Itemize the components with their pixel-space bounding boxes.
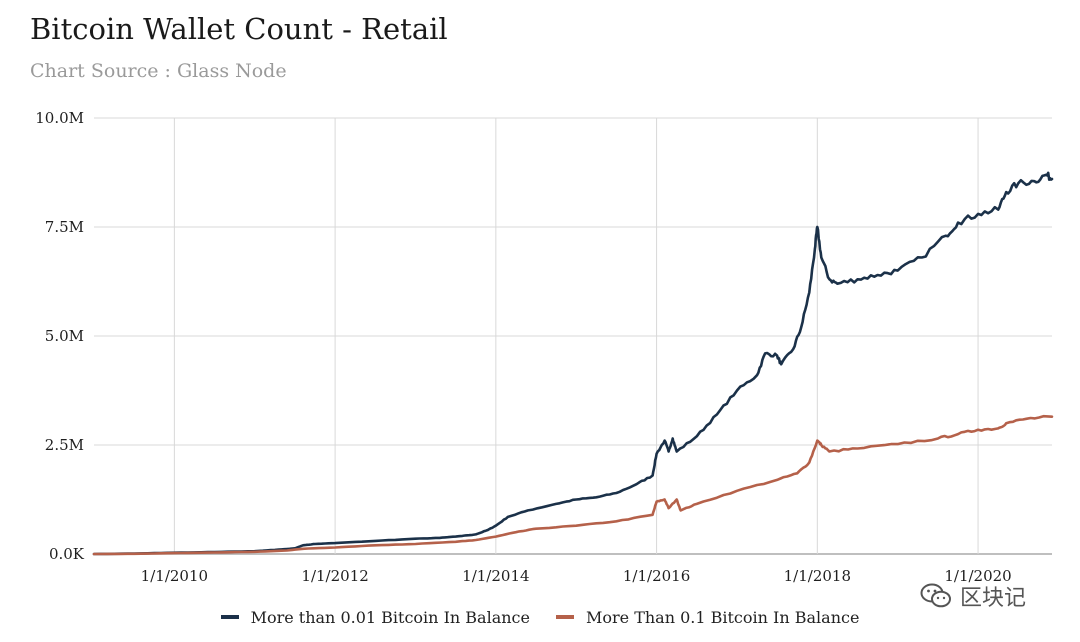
series-layer [92, 171, 1054, 556]
legend-item-series-2[interactable]: More Than 0.1 Bitcoin In Balance [555, 604, 860, 630]
series-line-1[interactable] [92, 171, 1054, 556]
legend-label-series-2: More Than 0.1 Bitcoin In Balance [585, 607, 860, 627]
legend-swatch-series-1 [220, 615, 239, 619]
wechat-icon [920, 583, 951, 608]
legend: More than 0.01 Bitcoin In Balance More T… [0, 604, 1080, 630]
y-tick-label: 2.5M [45, 436, 84, 454]
legend-item-series-1[interactable]: More than 0.01 Bitcoin In Balance [220, 604, 530, 630]
legend-label-series-1: More than 0.01 Bitcoin In Balance [250, 607, 530, 627]
x-tick-label: 1/1/2018 [784, 567, 851, 585]
watermark: 区块记 [920, 578, 1026, 614]
legend-swatch-series-2 [555, 615, 574, 619]
y-tick-label: 10.0M [35, 109, 84, 127]
chart-title: Bitcoin Wallet Count - Retail [30, 12, 448, 46]
x-tick-label: 1/1/2016 [623, 567, 690, 585]
x-tick-label: 1/1/2012 [301, 567, 368, 585]
x-tick-label: 1/1/2014 [462, 567, 529, 585]
x-tick-label: 1/1/2020 [944, 567, 1011, 585]
y-tick-label: 5.0M [45, 327, 84, 345]
grid-layer [94, 117, 1052, 555]
tick-layer: 0.0K 2.5M 5.0M 7.5M 10.0M 1/1/2010 1/1/2012 1/1… [35, 109, 1012, 585]
line-chart: 0.0K 2.5M 5.0M 7.5M 10.0M 1/1/2010 1/1/2012 1/1… [35, 109, 1054, 585]
y-tick-label: 0.0K [49, 545, 85, 563]
x-tick-label: 1/1/2010 [141, 567, 208, 585]
watermark-text: 区块记 [960, 586, 1027, 611]
series-line-2[interactable] [92, 414, 1054, 556]
chart-subtitle: Chart Source : Glass Node [30, 60, 287, 82]
y-tick-label: 7.5M [45, 218, 84, 236]
